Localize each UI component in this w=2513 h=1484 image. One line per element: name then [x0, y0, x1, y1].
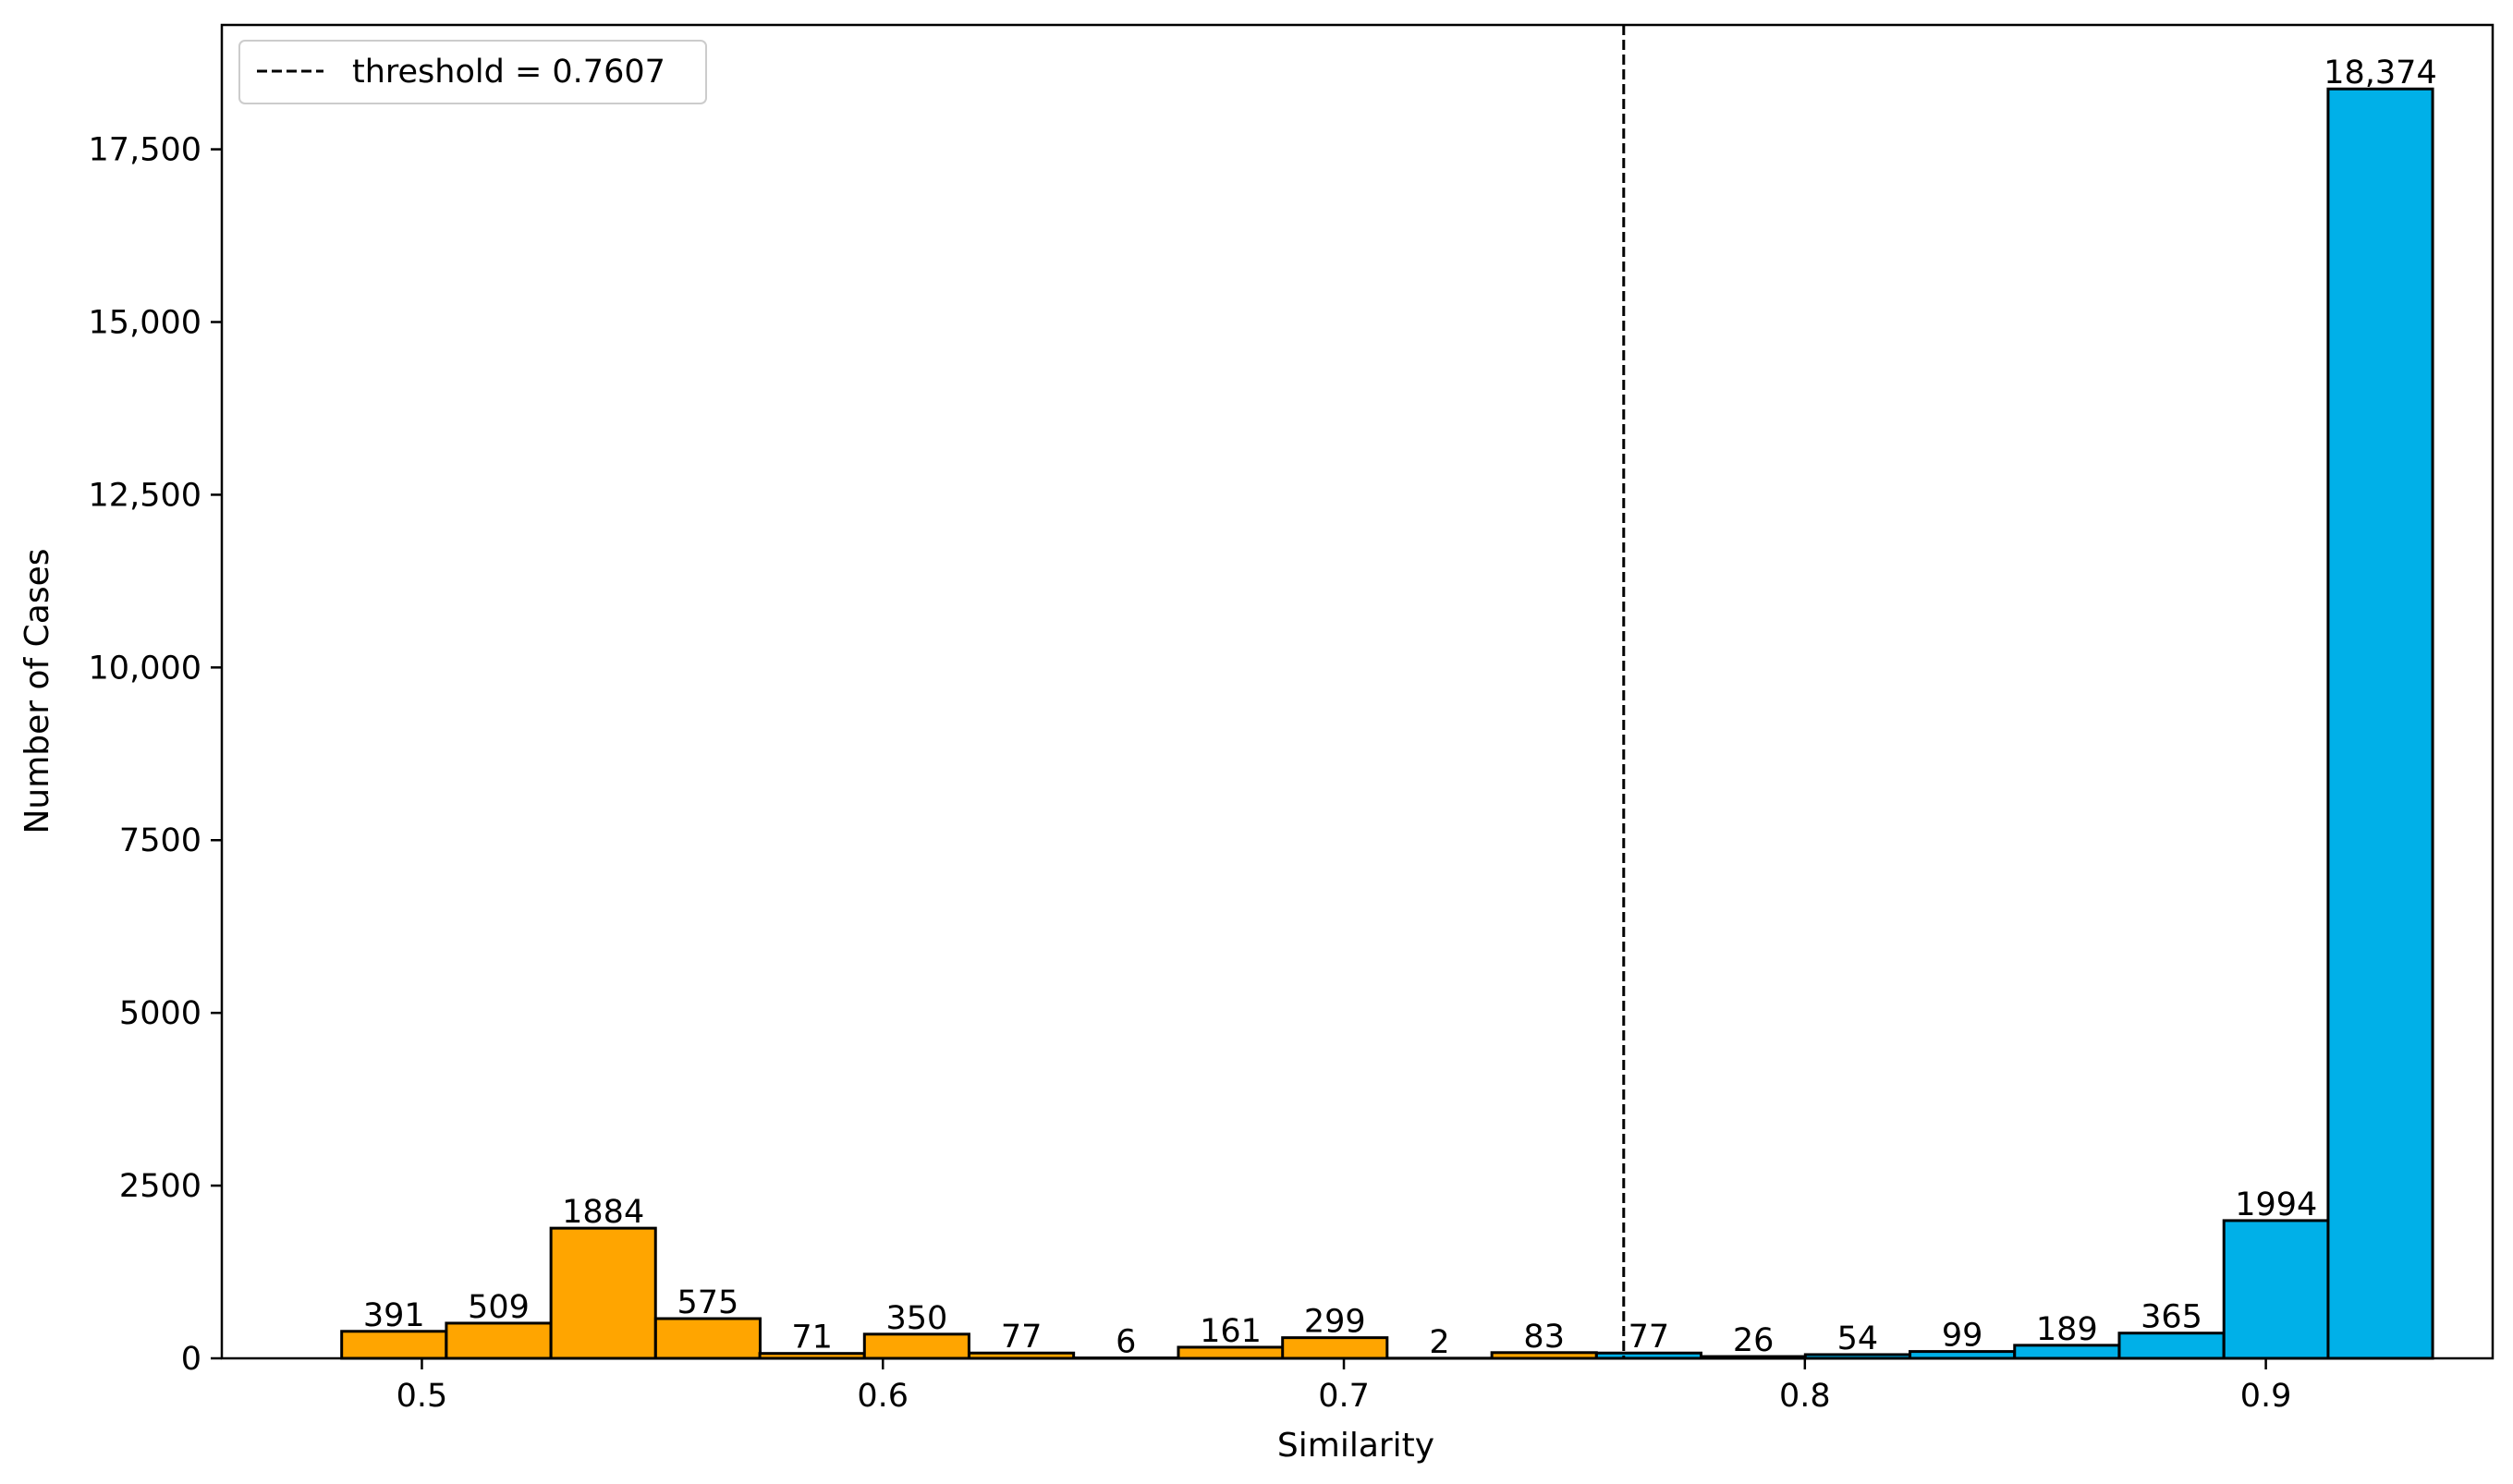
bar-value-label: 54: [1837, 1320, 1879, 1357]
bar-299: [1281, 1336, 1389, 1360]
x-axis-title: Similarity: [1277, 1427, 1434, 1465]
bar-575: [653, 1317, 762, 1360]
bar-value-label: 575: [677, 1284, 739, 1321]
bar-value-label: 18,374: [2324, 55, 2436, 91]
y-tick-label: 17,500: [89, 132, 201, 169]
x-tick-label: 0.7: [1318, 1378, 1370, 1415]
y-axis-title: Number of Cases: [18, 548, 56, 833]
bar-value-label: 350: [885, 1300, 947, 1337]
y-tick-label: 2500: [119, 1168, 201, 1205]
bar-value-label: 77: [1629, 1319, 1670, 1356]
bar-1994: [2222, 1219, 2330, 1360]
y-tick-label: 15,000: [89, 304, 201, 341]
bar-value-label: 299: [1304, 1304, 1366, 1341]
y-tick-label: 0: [181, 1341, 201, 1378]
bar-value-label: 83: [1523, 1319, 1565, 1356]
y-tick-label: 7500: [119, 822, 201, 859]
bar-value-label: 365: [2141, 1299, 2202, 1336]
bar-labels-layer: 391 509 1884 575 71 350 77 6 161 299 2 83 77 26 54 99 18…: [363, 55, 2437, 1361]
legend-box: [238, 40, 707, 104]
bar-509: [445, 1321, 553, 1360]
x-tick-label: 0.9: [2240, 1378, 2292, 1415]
y-tick-label: 10,000: [89, 650, 201, 687]
bar-365: [2117, 1332, 2226, 1360]
bar-350: [862, 1332, 970, 1360]
bar-value-label: 189: [2036, 1311, 2098, 1348]
bar-value-label: 391: [363, 1297, 425, 1334]
x-tick-label: 0.5: [396, 1378, 448, 1415]
x-tick-label: 0.8: [1779, 1378, 1831, 1415]
bar-value-label: 509: [468, 1289, 530, 1326]
bar-value-label: 1994: [2235, 1186, 2317, 1223]
x-tick-label: 0.6: [857, 1378, 909, 1415]
bars-layer: [340, 87, 2434, 1360]
bar-value-label: 2: [1429, 1324, 1449, 1361]
bar-value-label: 26: [1733, 1322, 1775, 1359]
bar-1884: [549, 1226, 657, 1360]
plot-frame: [220, 23, 2495, 1360]
bar-value-label: 71: [791, 1320, 833, 1356]
bar-18374: [2326, 87, 2434, 1360]
bar-value-label: 99: [1942, 1318, 1983, 1355]
axes-layer: 0.5 0.6 0.7 0.8 0.9 0 2500 5000 7500 10,000 12,500…: [89, 23, 2495, 1415]
legend: threshold = 0.7607: [238, 40, 707, 104]
bar-value-label: 77: [1001, 1319, 1043, 1356]
y-tick-label: 12,500: [89, 477, 201, 514]
bar-value-label: 1884: [562, 1194, 644, 1231]
bar-value-label: 6: [1116, 1324, 1136, 1361]
bar-391: [340, 1330, 448, 1360]
legend-entry-threshold: threshold = 0.7607: [352, 54, 665, 91]
y-tick-label: 5000: [119, 995, 201, 1032]
bar-value-label: 161: [1200, 1313, 1262, 1350]
